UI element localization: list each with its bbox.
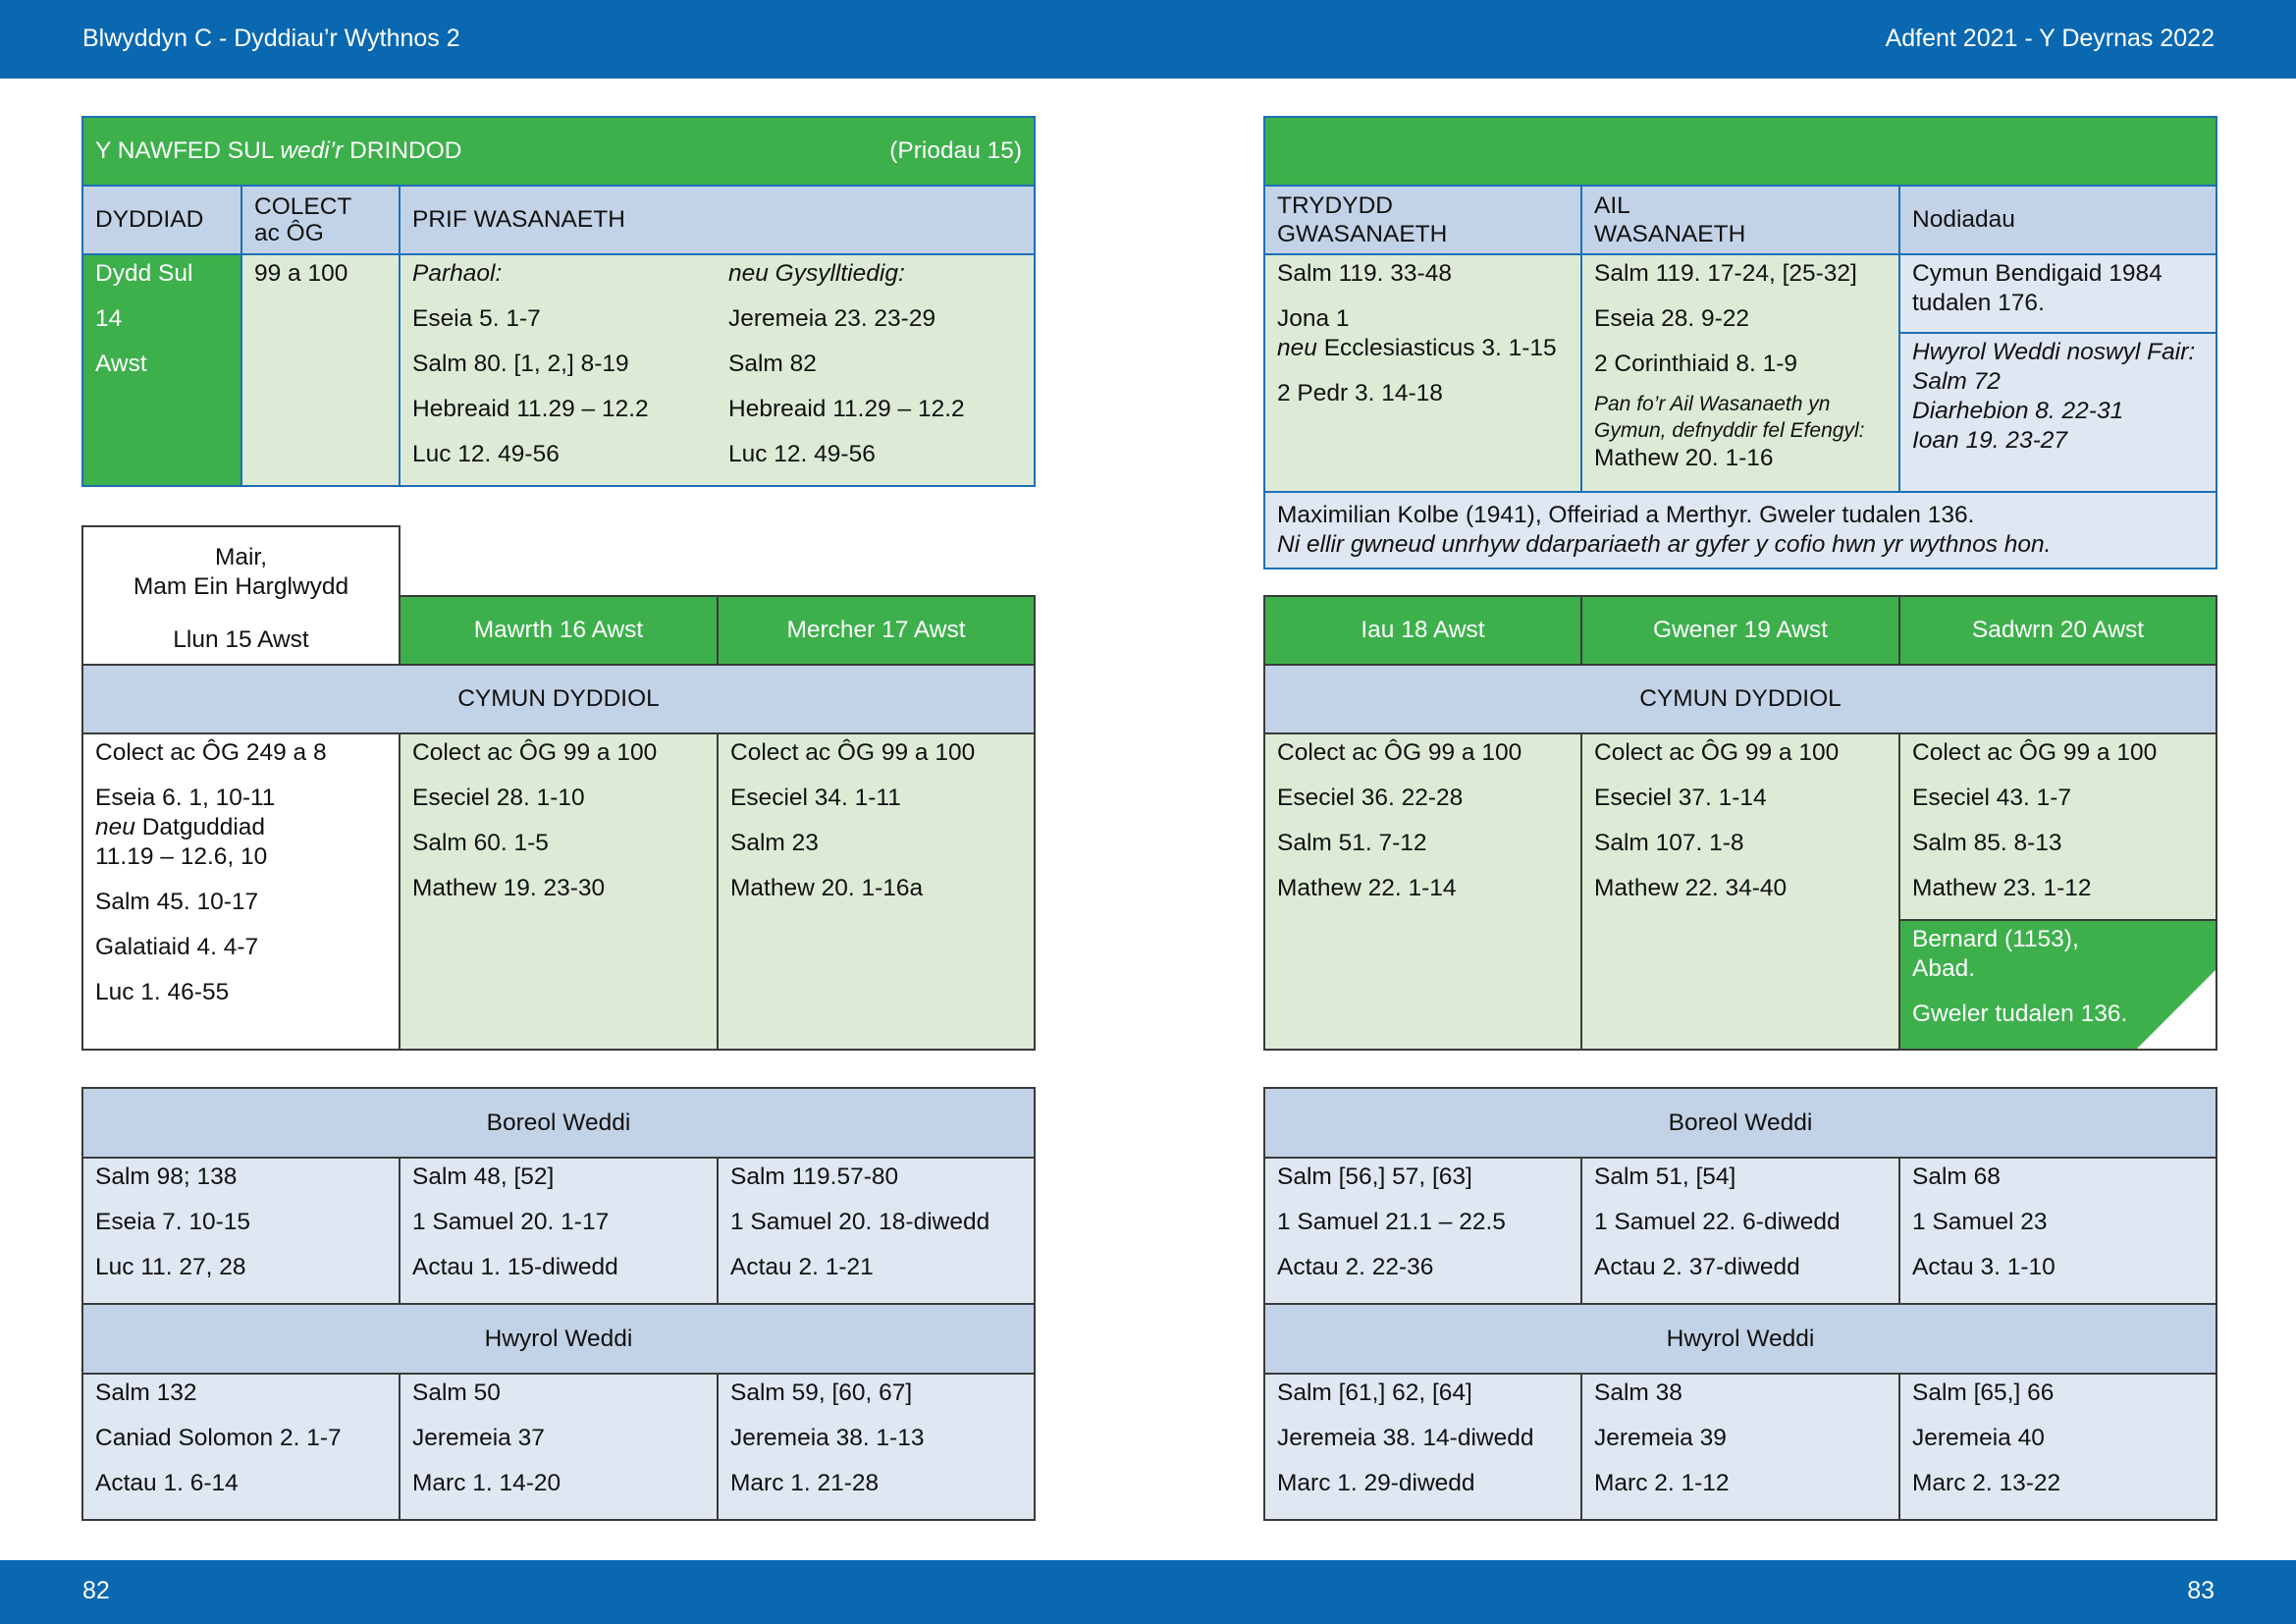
tue-morning-readings: Salm 48, [52] 1 Samuel 20. 1-17 Actau 1. 1… — [399, 1157, 719, 1305]
mon-morning-readings: Salm 98; 138 Eseia 7. 10-15 Luc 11. 27, 28 — [81, 1157, 400, 1305]
sunday-date: Dydd Sul 14 Awst — [81, 253, 242, 487]
col-collect-header: COLECT ac ÔG — [240, 185, 400, 255]
sunday-right-title-bar — [1262, 116, 2218, 187]
day-header-tue: Mawrth 16 Awst — [399, 595, 719, 666]
sunday-related-readings: neu Gysylltiedig: Jeremeia 23. 23-29 Sal… — [717, 253, 1037, 487]
sunday-collect: 99 a 100 — [240, 253, 400, 487]
second-service-readings: Salm 119. 17-24, [25-32] Eseia 28. 9-22 … — [1580, 253, 1900, 493]
page-footer: 82 83 — [0, 1560, 2296, 1624]
day-header-fri: Gwener 19 Awst — [1580, 595, 1900, 666]
third-service-readings: Salm 119. 33-48 Jona 1 neu Ecclesiasticu… — [1263, 253, 1582, 493]
fri-morning-readings: Salm 51, [54] 1 Samuel 22. 6-diwedd Actau … — [1580, 1157, 1900, 1305]
mon-evening-readings: Salm 132 Caniad Solomon 2. 1-7 Actau 1. 6-… — [81, 1373, 400, 1521]
corner-fold — [2138, 971, 2215, 1048]
day-header-wed: Mercher 17 Awst — [717, 595, 1036, 666]
sat-morning-readings: Salm 68 1 Samuel 23 Actau 3. 1-10 — [1898, 1157, 2217, 1305]
day-header-thu: Iau 18 Awst — [1263, 595, 1582, 666]
col-second-service-header: AIL WASANAETH — [1580, 185, 1900, 255]
col-notes-header: Nodiadau — [1897, 185, 2218, 255]
kolbe-note: Maximilian Kolbe (1941), Offeiriad a Mer… — [1262, 491, 2218, 569]
morning-prayer-title-left: Boreol Weddi — [81, 1087, 1036, 1159]
sunday-continuous-readings: Parhaol: Eseia 5. 1-7 Salm 80. [1, 2,] 8… — [399, 253, 717, 487]
col-third-service-header: TRYDYDD GWASANAETH — [1263, 185, 1582, 255]
header-left-title: Blwyddyn C - Dyddiau’r Wythnos 2 — [82, 25, 460, 52]
notes-communion: Cymun Bendigaid 1984 tudalen 176. — [1897, 253, 2218, 334]
sunday-note: (Priodau 15) — [889, 137, 1023, 164]
page-number-left: 82 — [82, 1577, 110, 1604]
page-number-right: 83 — [2187, 1577, 2215, 1604]
fri-communion-readings: Colect ac ÔG 99 a 100 Eseciel 37. 1-14 S… — [1580, 732, 1900, 1051]
thu-evening-readings: Salm [61,] 62, [64] Jeremeia 38. 14-diwed… — [1263, 1373, 1582, 1521]
communion-title-right: CYMUN DYDDIOL — [1263, 664, 2217, 734]
bernard-commemoration: Bernard (1153), Abad. Gweler tudalen 136… — [1898, 919, 2217, 1051]
fri-evening-readings: Salm 38 Jeremeia 39 Marc 2. 1-12 — [1580, 1373, 1900, 1521]
day-header-mon: Mair, Mam Ein Harglwydd Llun 15 Awst — [81, 525, 400, 666]
sunday-table-right: TRYDYDD GWASANAETH AIL WASANAETH Nodiadau … — [1262, 116, 2218, 569]
tue-evening-readings: Salm 50 Jeremeia 37 Marc 1. 14-20 — [399, 1373, 719, 1521]
sunday-title-bar: Y NAWFED SUL wedi’r DRINDOD (Priodau 15) — [80, 116, 1037, 187]
day-header-sat: Sadwrn 20 Awst — [1898, 595, 2217, 666]
evening-prayer-title-right: Hwyrol Weddi — [1263, 1303, 2217, 1375]
thu-communion-readings: Colect ac ÔG 99 a 100 Eseciel 36. 22-28 … — [1263, 732, 1582, 1051]
page-header: Blwyddyn C - Dyddiau’r Wythnos 2 Adfent … — [0, 0, 2296, 79]
header-right-title: Adfent 2021 - Y Deyrnas 2022 — [1885, 25, 2215, 52]
sunday-title: Y NAWFED SUL wedi’r DRINDOD — [95, 137, 462, 164]
weekday-communion-left: Mair, Mam Ein Harglwydd Llun 15 Awst Maw… — [81, 525, 1036, 1051]
offices-right: Boreol Weddi Salm [56,] 57, [63] 1 Samuel… — [1263, 1087, 2217, 1521]
notes-evening-prayer-eve: Hwyrol Weddi noswyl Fair: Salm 72 Diarhe… — [1897, 332, 2218, 493]
sat-communion-readings: Colect ac ÔG 99 a 100 Eseciel 43. 1-7 Sa… — [1898, 732, 2217, 921]
morning-prayer-title-right: Boreol Weddi — [1263, 1087, 2217, 1159]
offices-left: Boreol Weddi Salm 98; 138 Eseia 7. 10-15 L… — [81, 1087, 1036, 1521]
sat-evening-readings: Salm [65,] 66 Jeremeia 40 Marc 2. 13-22 — [1898, 1373, 2217, 1521]
wed-morning-readings: Salm 119.57-80 1 Samuel 20. 18-diwedd Acta… — [717, 1157, 1036, 1305]
thu-morning-readings: Salm [56,] 57, [63] 1 Samuel 21.1 – 22.5 A… — [1263, 1157, 1582, 1305]
mon-communion-readings: Colect ac ÔG 249 a 8 Eseia 6. 1, 10-11 n… — [81, 732, 400, 1051]
tue-communion-readings: Colect ac ÔG 99 a 100 Eseciel 28. 1-10 S… — [399, 732, 719, 1051]
evening-prayer-title-left: Hwyrol Weddi — [81, 1303, 1036, 1375]
weekday-communion-right: Iau 18 Awst Gwener 19 Awst Sadwrn 20 Aws… — [1263, 595, 2217, 1051]
col-date-header: DYDDIAD — [81, 185, 242, 255]
wed-evening-readings: Salm 59, [60, 67] Jeremeia 38. 1-13 Marc 1… — [717, 1373, 1036, 1521]
sunday-table-left: Y NAWFED SUL wedi’r DRINDOD (Priodau 15)… — [80, 116, 1037, 487]
col-main-service-header: PRIF WASANAETH — [398, 185, 1037, 255]
communion-title-left: CYMUN DYDDIOL — [81, 664, 1036, 734]
wed-communion-readings: Colect ac ÔG 99 a 100 Eseciel 34. 1-11 S… — [717, 732, 1036, 1051]
